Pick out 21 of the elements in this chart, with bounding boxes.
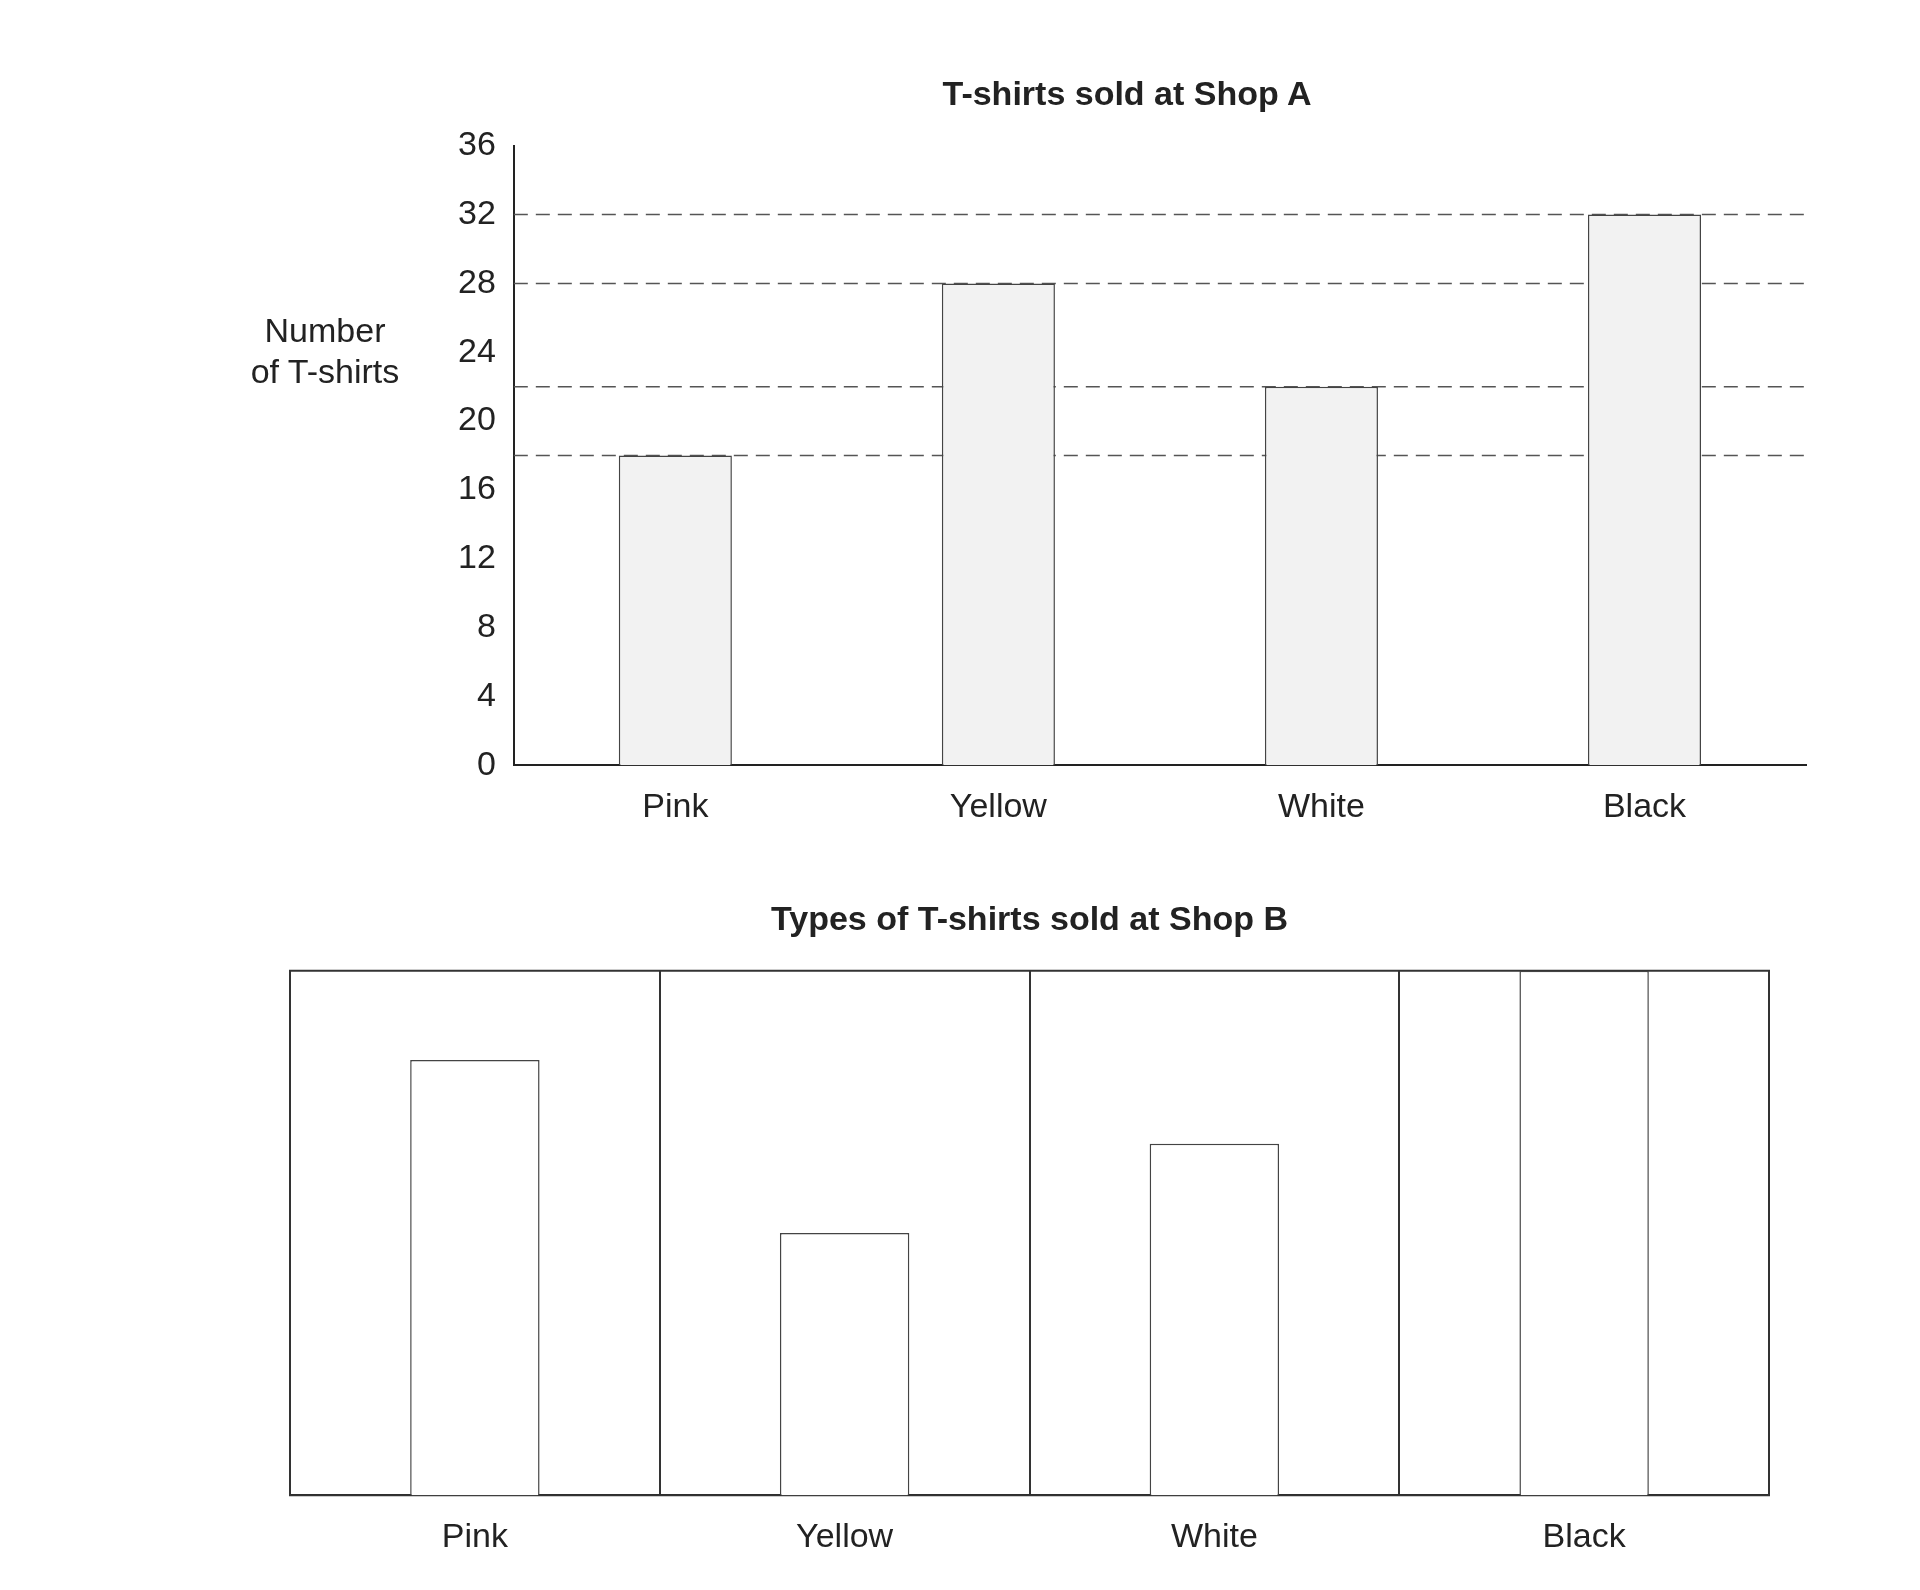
- y-tick-label: 32: [457, 193, 496, 231]
- x-tick-label: Pink: [642, 785, 710, 824]
- x-tick-label: Pink: [441, 1515, 509, 1554]
- y-tick-label: 20: [457, 399, 496, 438]
- x-tick-label: White: [1277, 785, 1365, 824]
- x-tick-label: Black: [1542, 1515, 1627, 1554]
- y-tick-label: 24: [457, 330, 496, 369]
- y-tick-label: 8: [476, 605, 496, 644]
- y-axis-title: Number of T-shirts: [250, 310, 400, 392]
- chart-title: T-shirts sold at Shop A: [942, 73, 1312, 112]
- y-tick-label: 36: [457, 124, 496, 163]
- y-tick-label: 0: [476, 743, 496, 782]
- x-tick-label: White: [1170, 1515, 1258, 1554]
- y-tick-label: 16: [457, 468, 496, 507]
- x-tick-label: Yellow: [949, 785, 1048, 824]
- y-tick-label: 12: [457, 537, 496, 576]
- x-tick-label: Black: [1602, 785, 1688, 824]
- x-tick-label: Yellow: [796, 1515, 894, 1554]
- y-tick-label: 4: [476, 674, 496, 713]
- y-tick-label: 28: [457, 261, 496, 300]
- chart-title: Types of T-shirts sold at Shop B: [771, 898, 1288, 937]
